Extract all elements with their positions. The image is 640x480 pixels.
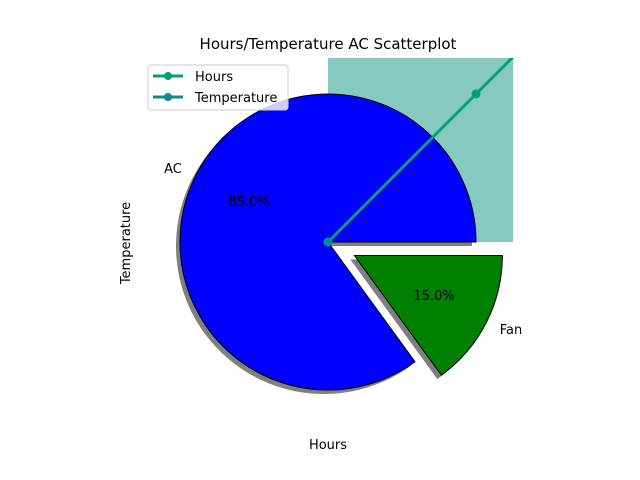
- series-point-temperature-0: [323, 237, 333, 247]
- legend-marker-hours: [164, 72, 172, 80]
- slice-label-fan: Fan: [500, 323, 523, 338]
- series-point-hours-1: [471, 89, 481, 99]
- x-axis-label: Hours: [309, 438, 347, 453]
- pie-slice-fan: [353, 254, 503, 376]
- slice-pct-label-ac: 85.0%: [228, 195, 269, 210]
- y-axis-label: Temperature: [119, 202, 134, 285]
- overlay-lines-group: [323, 58, 514, 247]
- chart-title: Hours/Temperature AC Scatterplot: [200, 35, 457, 53]
- legend-label-hours: Hours: [195, 70, 233, 85]
- slice-label-ac: AC: [164, 162, 182, 177]
- legend: Hours Temperature: [147, 64, 289, 111]
- slice-pct-label-fan: 15.0%: [413, 289, 454, 304]
- legend-label-temperature: Temperature: [194, 91, 277, 106]
- legend-marker-temperature: [164, 93, 172, 101]
